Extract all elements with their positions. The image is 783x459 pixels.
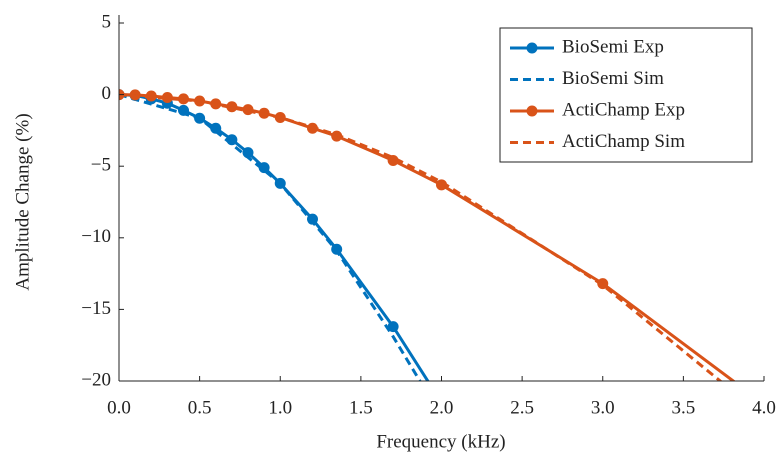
data-point bbox=[161, 91, 173, 103]
series-line bbox=[119, 93, 430, 381]
data-point bbox=[210, 122, 222, 134]
y-tick-label: −15 bbox=[81, 298, 111, 319]
x-tick-label: 4.0 bbox=[752, 397, 776, 418]
x-tick-label: 0.5 bbox=[188, 397, 212, 418]
x-tick-label: 2.5 bbox=[510, 397, 534, 418]
y-tick-label: −10 bbox=[81, 226, 111, 247]
data-point bbox=[242, 104, 254, 116]
x-tick-label: 2.0 bbox=[430, 397, 454, 418]
legend-label: ActiChamp Sim bbox=[562, 131, 685, 152]
data-point bbox=[387, 321, 399, 333]
x-tick-label: 0.0 bbox=[107, 397, 131, 418]
data-point bbox=[178, 93, 189, 105]
legend-label: BioSemi Exp bbox=[562, 36, 664, 57]
legend-label: BioSemi Sim bbox=[562, 68, 664, 89]
y-tick-label: 5 bbox=[102, 11, 112, 32]
series-line bbox=[119, 93, 422, 381]
x-tick-label: 3.5 bbox=[672, 397, 696, 418]
plot-area bbox=[119, 89, 736, 381]
legend-box bbox=[499, 27, 753, 163]
x-tick-label: 3.0 bbox=[591, 397, 615, 418]
data-point bbox=[307, 213, 318, 225]
legend-label: ActiChamp Exp bbox=[562, 99, 685, 120]
y-tick-label: −5 bbox=[91, 155, 111, 176]
legend-marker bbox=[526, 42, 538, 54]
x-tick-label: 1.5 bbox=[349, 397, 373, 418]
y-tick-label: −20 bbox=[81, 369, 111, 390]
y-tick-label: 0 bbox=[102, 83, 112, 104]
legend-marker bbox=[526, 105, 538, 117]
x-axis-label: Frequency (kHz) bbox=[376, 431, 505, 452]
y-axis-label: Amplitude Change (%) bbox=[12, 113, 33, 290]
series-line bbox=[119, 93, 723, 381]
x-tick-label: 1.0 bbox=[268, 397, 292, 418]
data-point bbox=[258, 162, 270, 174]
data-point bbox=[242, 147, 254, 159]
data-point bbox=[226, 101, 238, 113]
